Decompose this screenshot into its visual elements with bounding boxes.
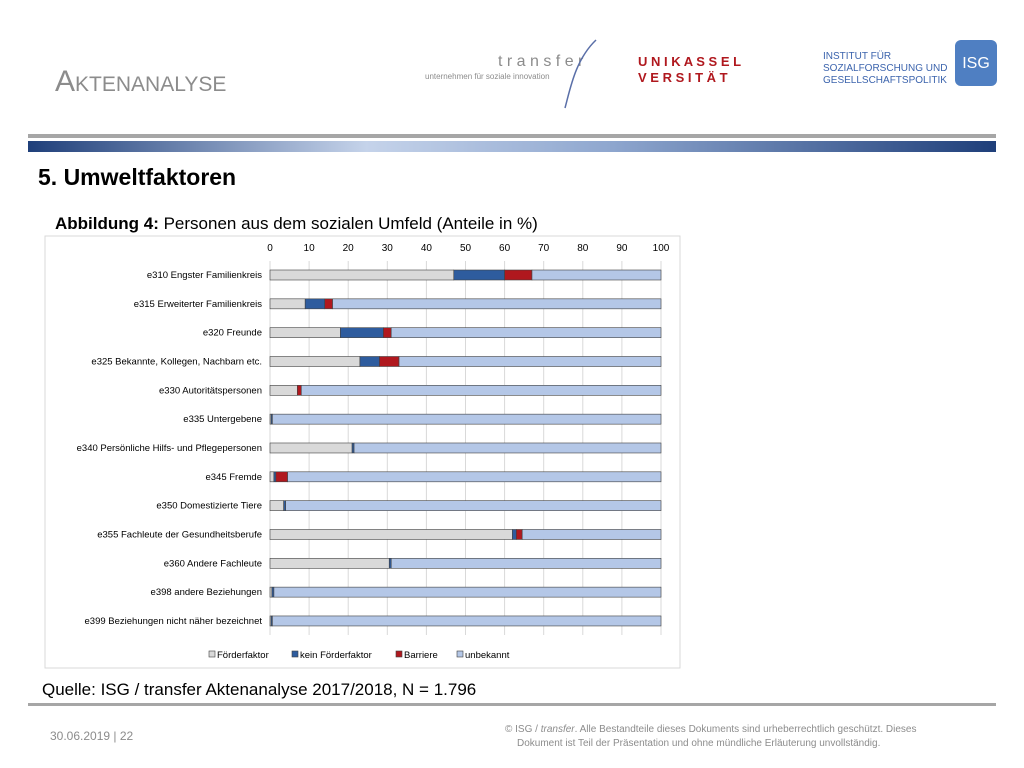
bar-segment (390, 327, 662, 338)
section-title: 5. Umweltfaktoren (38, 164, 236, 190)
bar-segment (269, 500, 284, 511)
bar-segment (269, 529, 513, 540)
x-tick-label: 20 (343, 243, 355, 254)
header-band (28, 141, 996, 152)
figure-caption: Abbildung 4: Personen aus dem sozialen U… (55, 214, 538, 233)
y-tick-label: e360 Andere Fachleute (164, 558, 262, 569)
isg-text-1: INSTITUT FÜR (823, 50, 891, 62)
x-tick-label: 100 (653, 243, 670, 254)
bar-segment (390, 557, 662, 569)
chart: 0 10 20 30 40 50 60 70 80 90 100 e310 Engster Famil… (77, 243, 670, 661)
x-tick-label: 60 (499, 243, 511, 254)
legend-label: Barriere (404, 650, 438, 661)
legend-label: Förderfaktor (217, 650, 269, 661)
bar-segment (324, 298, 333, 310)
footer-date: 30.06.2019 | 22 (50, 729, 134, 743)
bar-segment (521, 529, 662, 540)
isg-text-3: GESELLSCHAFTSPOLITIK (823, 75, 947, 86)
caption-text: Personen aus dem sozialen Umfeld (Anteil… (159, 214, 538, 233)
bar-segment (516, 529, 523, 540)
y-tick-label: e325 Bekannte, Kollegen, Nachbarn etc. (91, 356, 262, 367)
legend-swatch (395, 650, 403, 658)
isg-badge: ISG (962, 55, 990, 72)
bar-segment (273, 586, 662, 598)
bar-segment (297, 385, 302, 396)
bar-segment (379, 356, 400, 367)
bar-segment (332, 298, 662, 310)
y-tick-label: e355 Fachleute der Gesundheitsberufe (97, 529, 262, 540)
bar-segment (269, 557, 390, 569)
bar-segment (512, 529, 517, 540)
transfer-swoosh (564, 39, 597, 109)
bar-segment (359, 356, 380, 367)
y-tick-label: e310 Engster Familienkreis (147, 270, 262, 281)
transfer-logo: t r a n s f e r (498, 53, 584, 70)
bar-segment (269, 327, 341, 338)
x-tick-label: 10 (304, 243, 316, 254)
header-rule (28, 134, 996, 138)
bar-segment (275, 471, 288, 483)
x-tick-label: 80 (577, 243, 589, 254)
bar-segment (287, 471, 662, 483)
bar-segment (269, 356, 361, 367)
bar-segment (269, 442, 353, 454)
x-tick-label: 30 (382, 243, 394, 254)
isg-badge-box (955, 40, 997, 86)
y-tick-label: e399 Beziehungen nicht näher bezeichnet (85, 616, 263, 627)
legend-label: kein Förderfaktor (300, 650, 372, 661)
y-tick-label: e398 andere Beziehungen (151, 587, 262, 598)
x-tick-label: 90 (616, 243, 628, 254)
uni-logo-2: V E R S I T Ä T (638, 70, 728, 85)
bar-segment (453, 269, 505, 281)
bar-segment (504, 269, 533, 281)
bar-segment (353, 442, 662, 454)
legend-swatch (291, 650, 299, 658)
copyright-1: © ISG / transfer. Alle Bestandteile dies… (505, 724, 916, 735)
copyright-c: . Alle Bestandteile dieses Dokuments sin… (575, 724, 917, 735)
legend-label: unbekannt (465, 650, 510, 661)
y-tick-label: e320 Freunde (203, 328, 262, 339)
copyright-2: Dokument ist Teil der Präsentation und o… (517, 738, 880, 749)
copyright-b: transfer (541, 724, 576, 735)
bar-segment (383, 327, 392, 338)
source: Quelle: ISG / transfer Aktenanalyse 2017… (42, 680, 476, 699)
y-tick-label: e350 Domestizierte Tiere (156, 501, 262, 512)
bar-segment (269, 269, 455, 281)
transfer-tagline: unternehmen für soziale innovation (425, 72, 550, 81)
isg-text-2: SOZIALFORSCHUNG UND (823, 63, 947, 74)
bar-segment (304, 298, 326, 310)
legend-swatch (208, 650, 216, 658)
x-tick-label: 70 (538, 243, 550, 254)
x-tick-label: 40 (421, 243, 433, 254)
slide-title: Aktenanalyse (55, 65, 226, 98)
bar-segment (340, 327, 384, 338)
legend-swatch (456, 650, 464, 658)
y-tick-label: e340 Persönliche Hilfs- und Pflegeperson… (77, 443, 262, 454)
x-tick-label: 0 (267, 243, 273, 254)
bar-segment (269, 385, 298, 396)
bar-segment (269, 298, 306, 310)
x-tick-label: 50 (460, 243, 472, 254)
y-tick-label: e335 Untergebene (183, 414, 262, 425)
bar-segment (531, 269, 662, 281)
footer-rule (28, 703, 996, 706)
y-tick-label: e330 Autoritätspersonen (159, 385, 262, 396)
copyright-a: © ISG / (505, 724, 541, 735)
bar-segment (398, 356, 662, 367)
bar-segment (272, 615, 662, 627)
bar-segment (272, 413, 662, 425)
caption-label: Abbildung 4: (55, 214, 159, 233)
bar-segment (285, 500, 662, 511)
bar-segment (269, 471, 275, 483)
bar-segment (300, 385, 662, 396)
y-tick-label: e315 Erweiterter Familienkreis (134, 299, 263, 310)
uni-logo-1: U N I K A S S E L (638, 54, 741, 69)
y-tick-label: e345 Fremde (205, 472, 262, 483)
